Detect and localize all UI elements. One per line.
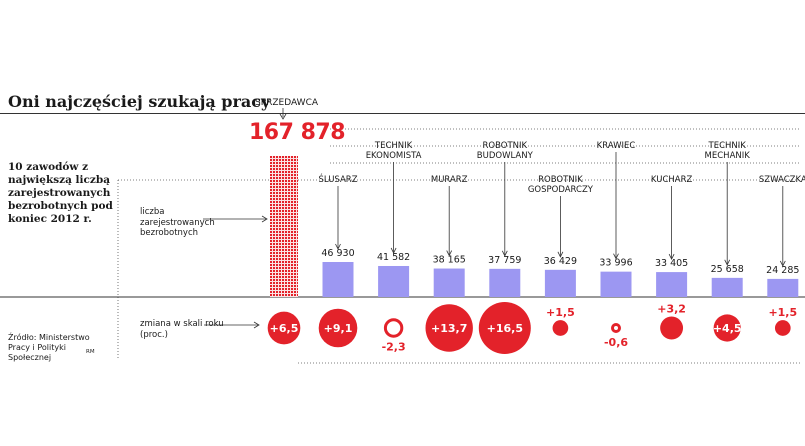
leader-arrowhead bbox=[446, 250, 453, 257]
bar bbox=[378, 265, 410, 297]
bar-value-label: 46 930 bbox=[321, 248, 354, 259]
title-rule bbox=[0, 113, 805, 114]
count-arrowhead bbox=[261, 215, 268, 223]
change-circle bbox=[552, 320, 569, 336]
seller-label: SPRZEDAWCA bbox=[255, 98, 319, 108]
occupation-label: ROBOTNIK bbox=[482, 141, 527, 151]
leader-arrowhead bbox=[613, 253, 619, 260]
change-label: zmiana w skali roku (proc.) bbox=[140, 319, 224, 340]
leader-arrowhead bbox=[557, 251, 564, 258]
change-circle bbox=[774, 320, 791, 336]
seller-value: 167 878 bbox=[249, 120, 346, 145]
leader-arrowhead bbox=[668, 253, 675, 260]
change-circle bbox=[478, 302, 531, 354]
bar-value-label: 36 429 bbox=[544, 256, 577, 267]
leader-arrowhead bbox=[779, 260, 786, 267]
bar-value-label: 38 165 bbox=[433, 255, 466, 266]
bar-value-label: 37 759 bbox=[488, 255, 521, 266]
occupation-label: ROBOTNIK bbox=[538, 175, 583, 185]
bar bbox=[322, 262, 354, 297]
change-label: -2,3 bbox=[382, 341, 406, 354]
change-label: +9,1 bbox=[324, 322, 353, 335]
change-label: +1,5 bbox=[768, 306, 797, 319]
bar-value-label: 25 658 bbox=[711, 264, 744, 275]
bar-value-label: 24 285 bbox=[766, 265, 799, 276]
change-circle bbox=[318, 308, 358, 348]
source-note: Źródło: Ministerstwo Pracy i Polityki Sp… bbox=[8, 333, 90, 362]
change-label: +1,5 bbox=[546, 306, 575, 319]
bar bbox=[489, 268, 521, 297]
occupation-label: ŚLUSARZ bbox=[318, 173, 357, 185]
occupation-label: GOSPODARCZY bbox=[528, 185, 594, 195]
change-circle bbox=[660, 316, 684, 340]
occupation-label: SZWACZKA bbox=[759, 175, 805, 185]
bar-value-label: 41 582 bbox=[377, 252, 410, 263]
occupation-label: MECHANIK bbox=[705, 151, 751, 161]
bar-value-label: 33 996 bbox=[599, 258, 632, 269]
intro-text: 10 zawodów z największą liczbą zarejestr… bbox=[8, 161, 113, 225]
leader-arrowhead bbox=[501, 250, 508, 257]
change-circle-negative bbox=[611, 323, 621, 333]
occupation-label: TECHNIK bbox=[708, 141, 747, 151]
seller-arrowhead bbox=[279, 113, 287, 120]
bar bbox=[433, 268, 465, 297]
occupation-label: BUDOWLANY bbox=[477, 151, 534, 161]
occupation-label: KUCHARZ bbox=[651, 175, 693, 185]
change-arrowhead bbox=[253, 321, 260, 329]
leader-arrowhead bbox=[390, 247, 397, 254]
chart-title: Oni najczęściej szukają pracy bbox=[8, 92, 271, 111]
change-circle-seller bbox=[267, 311, 301, 345]
change-label-seller: +6,5 bbox=[270, 322, 299, 335]
change-circle bbox=[713, 314, 741, 342]
change-label: +3,2 bbox=[657, 303, 686, 316]
bar bbox=[656, 272, 688, 297]
bar-value-label: 33 405 bbox=[655, 258, 688, 269]
change-label: +13,7 bbox=[431, 322, 467, 335]
author-credit: RM bbox=[86, 349, 95, 355]
occupation-label: MURARZ bbox=[431, 175, 468, 185]
leader-arrowhead bbox=[335, 243, 341, 250]
occupation-label: TECHNIK bbox=[374, 141, 413, 151]
change-circle bbox=[425, 304, 473, 352]
change-label: -0,6 bbox=[604, 336, 628, 349]
bar bbox=[767, 278, 799, 297]
change-label: +4,5 bbox=[713, 322, 742, 335]
bar-seller bbox=[270, 156, 298, 297]
occupation-label: EKONOMISTA bbox=[366, 151, 422, 161]
bar bbox=[711, 277, 743, 297]
occupation-label: KRAWIEC bbox=[597, 141, 636, 151]
leader-arrowhead bbox=[724, 259, 731, 266]
bar bbox=[544, 269, 576, 297]
change-label: +16,5 bbox=[487, 322, 523, 335]
bar bbox=[600, 271, 632, 297]
change-circle-negative bbox=[383, 318, 404, 338]
count-label: liczba zarejestrowanych bezrobotnych bbox=[140, 207, 215, 238]
